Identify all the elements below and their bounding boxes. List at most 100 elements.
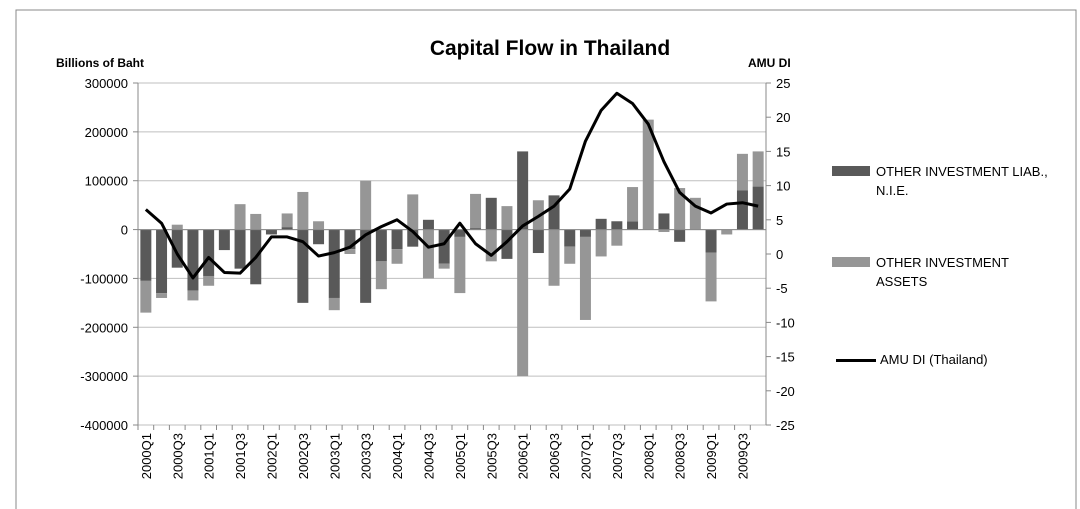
bar [171,229,183,268]
bar [328,229,340,298]
x-tick-label: 2008Q1 [641,433,656,479]
x-tick-label: 2002Q1 [264,433,279,479]
bar [250,213,262,230]
bar [297,229,309,303]
legend-label: OTHER INVESTMENT ASSETS [876,255,1009,289]
bar [313,221,325,230]
bar [234,204,246,230]
x-tick-label: 2001Q1 [202,433,217,479]
bar [454,229,466,237]
bar [375,261,387,290]
bar [579,236,591,320]
bar [375,229,387,262]
x-tick-label: 2009Q1 [704,433,719,479]
bar [548,195,560,230]
bar [595,218,607,230]
bar [611,221,623,230]
bar [438,263,450,269]
bar [407,229,419,247]
bar [187,290,199,301]
y-tick-label: 300000 [85,76,128,91]
y-tick-label: -300000 [80,369,128,384]
bar [344,249,356,254]
bar [281,213,293,228]
bar [171,224,183,230]
y2-tick-label: -15 [776,350,795,365]
bar [532,229,544,254]
bar [579,229,591,237]
line [144,91,759,280]
x-tick-label: 2000Q3 [170,433,185,479]
bar [391,249,403,264]
x-tick-label: 2000Q1 [139,433,154,479]
bar [391,229,403,250]
bar [407,194,419,230]
bar [297,191,309,230]
bar [140,229,152,281]
bar [360,229,372,303]
bar [736,190,748,230]
bar [674,229,686,242]
bar [422,219,434,230]
legend-swatch [836,359,876,362]
bar [501,206,513,230]
x-tick-label: 2007Q3 [610,433,625,479]
bar [203,229,215,276]
x-tick-label: 2003Q1 [327,433,342,479]
bar [642,119,654,230]
legend-label: OTHER INVESTMENT LIAB., N.I.E. [876,164,1048,198]
y2-tick-label: 5 [776,213,783,228]
bar [736,153,748,191]
bar [658,229,670,233]
legend-swatch [832,166,870,176]
y2-tick-label: 10 [776,179,790,194]
y-axis-title: Billions of Baht [56,56,144,70]
bar [187,229,199,291]
legend-swatch [832,257,870,267]
y2-tick-label: -10 [776,315,795,330]
bar [203,275,215,286]
y-tick-label: -100000 [80,271,128,286]
y2-tick-label: 0 [776,247,783,262]
bar [234,229,246,269]
bar [501,229,513,259]
bar [218,229,230,251]
bar [344,229,356,250]
x-tick-label: 2008Q3 [673,433,688,479]
y2-axis-title: AMU DI [748,56,791,70]
bar [705,229,717,253]
legend-label: AMU DI (Thailand) [880,352,988,367]
bar [752,151,764,187]
bar [611,229,623,246]
bar [627,221,639,230]
bar [422,229,434,279]
bar [517,229,529,377]
y2-tick-label: -5 [776,281,788,296]
y-tick-label: 100000 [85,174,128,189]
y2-tick-label: -25 [776,418,795,433]
bar [470,228,482,230]
bar [752,186,764,230]
bar [281,227,293,230]
y2-tick-label: 15 [776,144,790,159]
frame [15,9,1077,509]
bar [548,229,560,286]
bar [627,187,639,222]
bar [689,197,701,230]
bar [140,280,152,313]
y2-tick-label: -20 [776,384,795,399]
bar [313,229,325,245]
x-tick-label: 2006Q3 [547,433,562,479]
x-tick-label: 2002Q3 [296,433,311,479]
bar [564,229,576,247]
bar [674,188,686,230]
bar [485,229,497,262]
y2-tick-label: 25 [776,76,790,91]
bar [517,151,529,230]
y-tick-label: -400000 [80,418,128,433]
x-tick-label: 2009Q3 [735,433,750,479]
bar [705,252,717,302]
bar [438,229,450,264]
